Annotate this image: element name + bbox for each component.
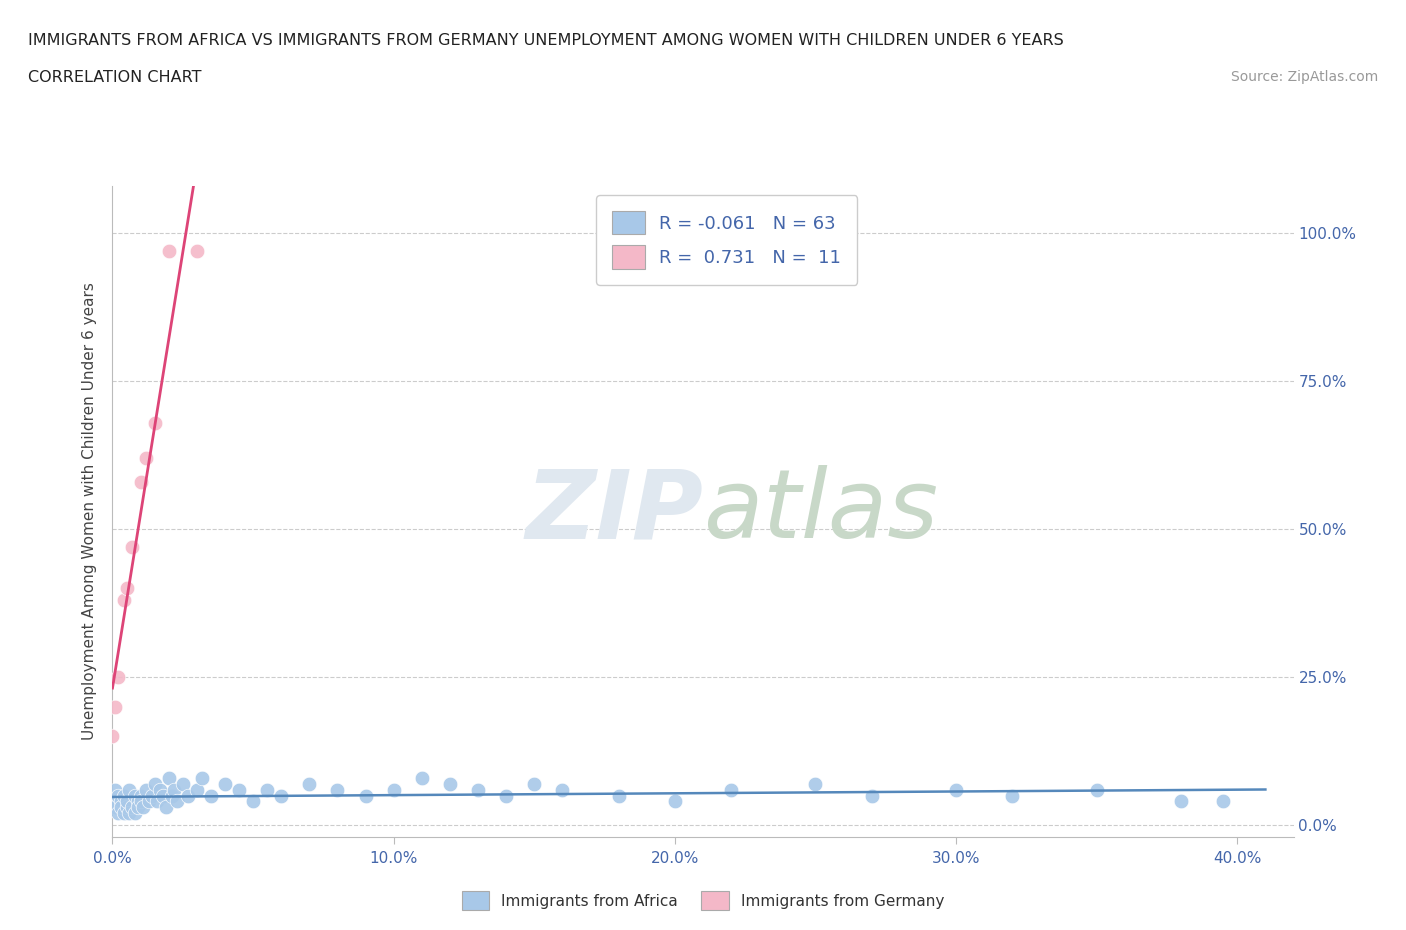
Text: ZIP: ZIP	[524, 465, 703, 558]
Point	[551, 782, 574, 797]
Point	[228, 782, 250, 797]
Point	[132, 800, 155, 815]
Point	[112, 592, 135, 607]
Point	[124, 806, 146, 821]
Point	[214, 777, 236, 791]
Point	[107, 788, 129, 803]
Point	[191, 770, 214, 785]
Point	[104, 782, 127, 797]
Text: Source: ZipAtlas.com: Source: ZipAtlas.com	[1230, 70, 1378, 84]
Text: CORRELATION CHART: CORRELATION CHART	[28, 70, 201, 85]
Point	[127, 794, 149, 809]
Point	[110, 794, 132, 809]
Point	[115, 794, 138, 809]
Point	[326, 782, 349, 797]
Point	[135, 451, 157, 466]
Point	[104, 800, 127, 815]
Point	[860, 788, 883, 803]
Point	[186, 782, 208, 797]
Legend: Immigrants from Africa, Immigrants from Germany: Immigrants from Africa, Immigrants from …	[454, 884, 952, 918]
Legend: R = -0.061   N = 63, R =  0.731   N =  11: R = -0.061 N = 63, R = 0.731 N = 11	[596, 195, 858, 285]
Point	[495, 788, 517, 803]
Point	[172, 777, 194, 791]
Point	[115, 800, 138, 815]
Point	[467, 782, 489, 797]
Point	[129, 794, 152, 809]
Point	[129, 474, 152, 489]
Point	[141, 788, 163, 803]
Point	[439, 777, 461, 791]
Point	[152, 788, 174, 803]
Point	[945, 782, 967, 797]
Point	[112, 788, 135, 803]
Point	[1001, 788, 1024, 803]
Point	[118, 782, 141, 797]
Point	[1085, 782, 1108, 797]
Point	[186, 244, 208, 259]
Point	[101, 794, 124, 809]
Point	[411, 770, 433, 785]
Point	[270, 788, 292, 803]
Point	[143, 416, 166, 431]
Point	[242, 794, 264, 809]
Point	[107, 806, 129, 821]
Text: atlas: atlas	[703, 465, 938, 558]
Point	[135, 782, 157, 797]
Y-axis label: Unemployment Among Women with Children Under 6 years: Unemployment Among Women with Children U…	[82, 283, 97, 740]
Point	[720, 782, 742, 797]
Point	[1170, 794, 1192, 809]
Point	[115, 581, 138, 596]
Point	[127, 800, 149, 815]
Point	[101, 729, 124, 744]
Point	[804, 777, 827, 791]
Point	[163, 782, 186, 797]
Point	[112, 806, 135, 821]
Point	[157, 770, 180, 785]
Point	[354, 788, 377, 803]
Point	[138, 794, 160, 809]
Point	[155, 800, 177, 815]
Point	[121, 800, 143, 815]
Point	[157, 244, 180, 259]
Point	[607, 788, 630, 803]
Point	[104, 699, 127, 714]
Point	[124, 788, 146, 803]
Point	[256, 782, 278, 797]
Point	[118, 806, 141, 821]
Text: IMMIGRANTS FROM AFRICA VS IMMIGRANTS FROM GERMANY UNEMPLOYMENT AMONG WOMEN WITH : IMMIGRANTS FROM AFRICA VS IMMIGRANTS FRO…	[28, 33, 1064, 47]
Point	[664, 794, 686, 809]
Point	[523, 777, 546, 791]
Point	[382, 782, 405, 797]
Point	[146, 794, 169, 809]
Point	[149, 782, 172, 797]
Point	[177, 788, 200, 803]
Point	[107, 670, 129, 684]
Point	[200, 788, 222, 803]
Point	[110, 800, 132, 815]
Point	[121, 539, 143, 554]
Point	[1212, 794, 1234, 809]
Point	[143, 777, 166, 791]
Point	[298, 777, 321, 791]
Point	[166, 794, 188, 809]
Point	[160, 788, 183, 803]
Point	[129, 788, 152, 803]
